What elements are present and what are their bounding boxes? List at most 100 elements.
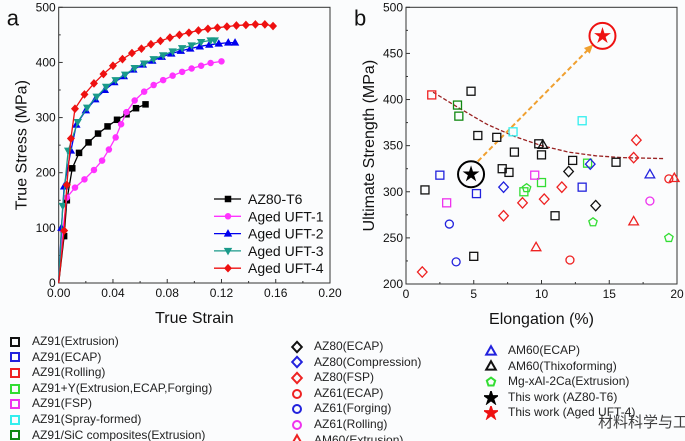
- data-point: [627, 215, 640, 226]
- data-point: [175, 30, 184, 40]
- data-point: [132, 104, 140, 112]
- data-point: [538, 192, 550, 206]
- y-tick-label: 0: [49, 276, 56, 290]
- data-point: [469, 251, 479, 261]
- legend-item: AZ91(ECAP): [8, 350, 212, 366]
- data-point: [565, 255, 575, 265]
- plot-frame: [58, 6, 331, 284]
- y-tick-label: 200: [36, 166, 56, 180]
- x-tick-label: 0.20: [318, 286, 342, 300]
- square-icon: [10, 336, 20, 347]
- legend-label: AM60(Extrusion): [314, 432, 404, 441]
- legend-item: AZ61(Forging): [290, 401, 421, 417]
- legend-item: AZ91/SiC composites(Extrusion): [8, 428, 212, 441]
- data-point: [611, 157, 621, 167]
- legend-marker: [292, 419, 302, 430]
- y-tick-label: 300: [383, 185, 403, 199]
- data-point: [230, 38, 240, 46]
- data-point: [643, 168, 656, 179]
- data-point: [159, 76, 167, 84]
- legend-label: AZ80(FSP): [314, 370, 375, 385]
- legend-marker: [292, 404, 302, 415]
- legend-label: AZ91(Spray-formed): [32, 411, 142, 426]
- data-point: [137, 44, 146, 53]
- legend-marker: [224, 213, 232, 220]
- diamond-icon: [290, 371, 304, 385]
- data-point: [82, 104, 92, 113]
- y-tick-label: 300: [36, 111, 56, 125]
- data-point: [516, 196, 529, 209]
- watermark: 材料科学与工程: [598, 414, 685, 431]
- data-point: [590, 199, 602, 212]
- x-axis-label: Elongation (%): [489, 311, 594, 328]
- circle-icon: [292, 388, 302, 399]
- data-point: [420, 185, 430, 195]
- star-icon: [484, 406, 498, 421]
- data-point: [562, 165, 575, 178]
- series-line-3: [58, 39, 215, 284]
- legend-item: AZ80(Compression): [290, 355, 421, 371]
- legend-column-3: AM60(ECAP) AM60(Thixoforming) Mg-xAl-2Ca(E…: [484, 343, 635, 421]
- data-point: [85, 139, 92, 146]
- legend-label: AZ91(Rolling): [32, 365, 106, 380]
- data-point: [158, 52, 168, 60]
- legend-item: AZ80(ECAP): [290, 339, 421, 355]
- data-point: [536, 138, 549, 149]
- data-point: [70, 104, 79, 114]
- data-point: [187, 42, 196, 50]
- legend-label: AZ91/SiC composites(Extrusion): [32, 427, 206, 441]
- data-point: [508, 127, 518, 137]
- legend-label: AZ61(Forging): [314, 401, 392, 416]
- x-tick-label: 20: [670, 287, 684, 301]
- legend-label: AZ91(Extrusion): [32, 334, 119, 348]
- data-point: [435, 170, 445, 180]
- data-point: [497, 209, 510, 222]
- data-point: [104, 123, 111, 130]
- data-point: [664, 174, 674, 184]
- data-point: [149, 56, 158, 64]
- legend-label: AZ80(Compression): [314, 354, 422, 369]
- data-point: [668, 171, 681, 183]
- data-point: [530, 170, 540, 180]
- legend-label: AZ91(ECAP): [32, 349, 102, 364]
- legend-item: AZ80(FSP): [290, 370, 421, 386]
- data-point: [471, 188, 482, 199]
- data-point: [416, 265, 428, 279]
- data-point: [142, 101, 149, 108]
- data-point: [113, 116, 121, 124]
- data-point: [184, 28, 193, 38]
- legend-marker: [292, 388, 302, 399]
- data-point: [269, 21, 278, 31]
- data-point: [630, 133, 643, 147]
- legend-marker: [484, 406, 498, 421]
- legend-label: This work (Aged UFT-4): [508, 405, 636, 420]
- x-tick-label: 0.16: [264, 286, 288, 300]
- data-point: [156, 36, 165, 46]
- data-point: [251, 20, 260, 29]
- y-tick-label: 500: [383, 0, 403, 14]
- legend-marker: [290, 371, 304, 385]
- data-point: [645, 196, 655, 206]
- diamond-icon: [290, 355, 304, 370]
- data-point: [444, 219, 455, 229]
- y-tick-label: 350: [383, 139, 403, 153]
- x-tick-label: 0.08: [156, 286, 180, 300]
- data-point: [123, 108, 130, 116]
- data-point: [207, 59, 214, 67]
- data-point: [203, 24, 212, 34]
- data-point: [504, 167, 514, 178]
- data-point: [177, 45, 187, 53]
- legend-marker: [290, 340, 304, 354]
- x-tick-label: 15: [603, 287, 617, 301]
- data-point: [90, 166, 98, 174]
- data-point: [452, 100, 463, 110]
- pentagon-icon: [485, 376, 497, 387]
- trend-line: [432, 91, 664, 160]
- legend-marker: [223, 247, 233, 256]
- data-point: [462, 165, 480, 182]
- legend-item: AZ91(Spray-formed): [8, 412, 212, 428]
- data-point: [105, 146, 113, 153]
- data-point: [232, 21, 241, 30]
